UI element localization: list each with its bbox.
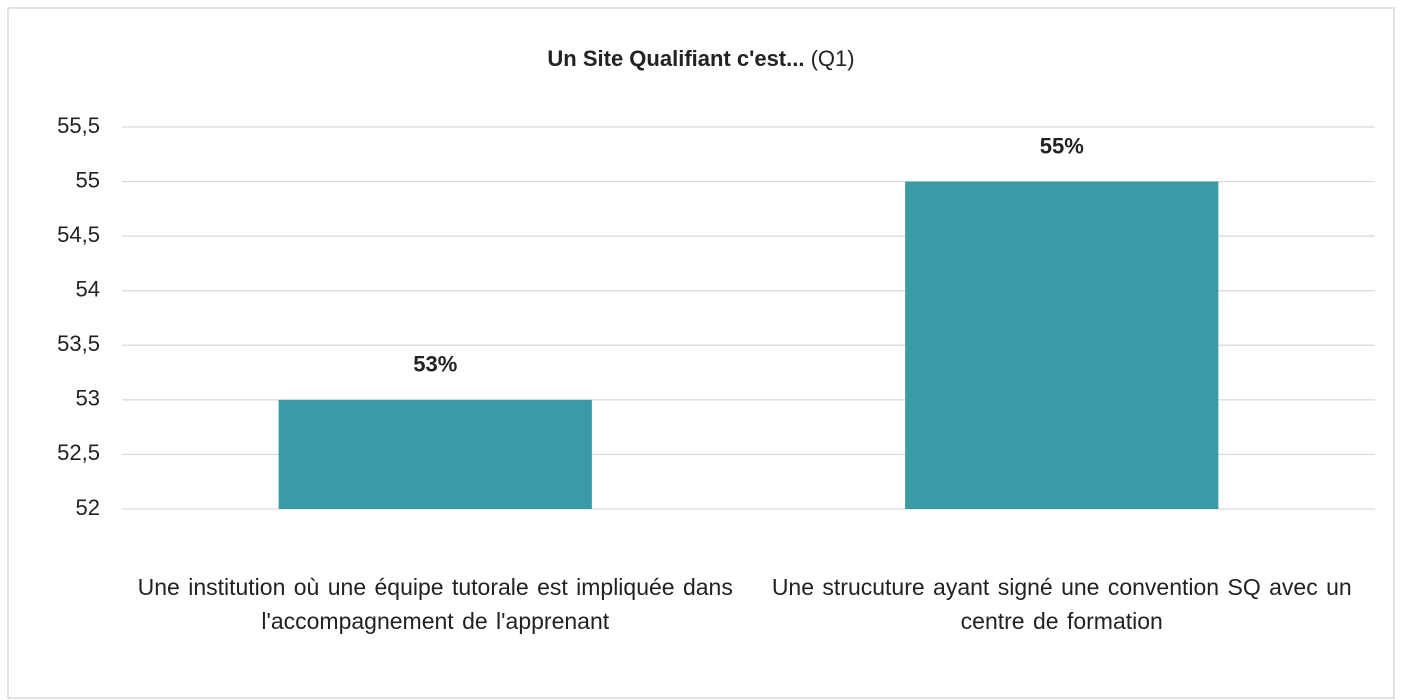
chart-title-group: Un Site Qualifiant c'est... (Q1) [547,46,854,71]
y-tick-label: 52,5 [57,440,100,465]
x-tick-label: Une institution où une équipe tutorale e… [137,574,733,634]
bar [905,181,1219,510]
y-tick-label: 55,5 [57,113,100,138]
x-tick-label: Une strucuture ayant signé une conventio… [771,574,1352,634]
bar [278,399,592,509]
data-label: 53% [413,352,457,377]
y-tick-label: 54 [76,277,100,302]
y-tick-label: 52 [76,495,100,520]
data-label: 55% [1040,133,1084,158]
chart-subtitle: (Q1) [811,46,855,71]
y-tick-label: 53,5 [57,331,100,356]
y-tick-label: 55 [76,167,100,192]
y-tick-label: 54,5 [57,222,100,247]
chart-title: Un Site Qualifiant c'est... [547,46,804,71]
y-tick-label: 53 [76,386,100,411]
